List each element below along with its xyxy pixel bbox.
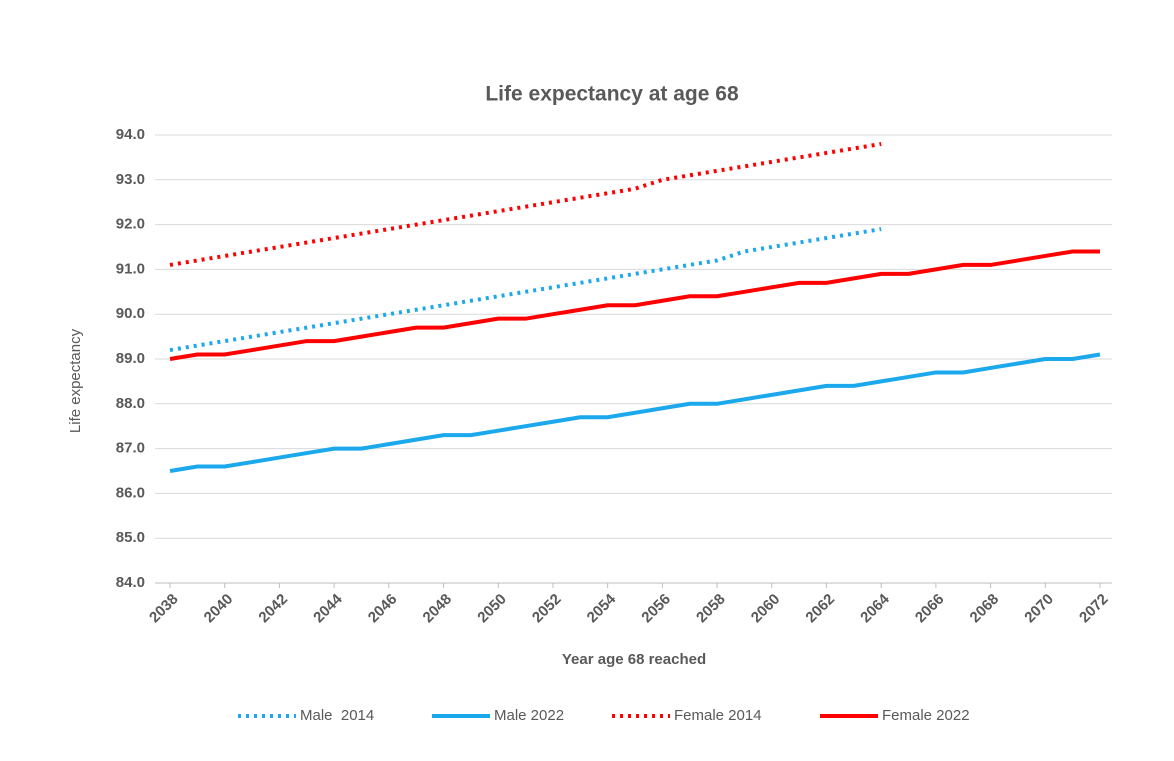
y-tick-label: 91.0 <box>116 260 145 277</box>
y-tick-label: 85.0 <box>116 529 145 546</box>
y-tick-label: 86.0 <box>116 484 145 501</box>
x-tick-label: 2050 <box>474 591 510 627</box>
x-tick-label: 2040 <box>201 591 237 627</box>
chart-title: Life expectancy at age 68 <box>485 83 739 106</box>
x-tick-label: 2062 <box>802 591 838 627</box>
x-axis-title: Year age 68 reached <box>562 651 706 668</box>
x-tick-label: 2070 <box>1021 591 1057 627</box>
y-tick-label: 89.0 <box>116 350 145 367</box>
y-tick-label: 84.0 <box>116 574 145 591</box>
y-axis-title: Life expectancy <box>67 328 84 433</box>
x-tick-label: 2058 <box>693 591 729 627</box>
x-tick-label: 2060 <box>748 591 784 627</box>
legend-label: Female 2014 <box>674 707 762 724</box>
x-tick-label: 2052 <box>529 591 565 627</box>
series-line <box>169 352 1101 473</box>
x-tick-label: 2054 <box>584 590 620 626</box>
y-tick-label: 90.0 <box>116 305 145 322</box>
y-tick-label: 93.0 <box>116 171 145 188</box>
series-line <box>169 249 1100 361</box>
x-tick-label: 2072 <box>1076 591 1112 627</box>
y-tick-label: 87.0 <box>116 440 145 457</box>
legend-label: Male 2014 <box>300 707 374 724</box>
x-tick-label: 2068 <box>967 591 1003 627</box>
x-tick-label: 2048 <box>420 591 456 627</box>
series-line <box>169 227 882 353</box>
legend-label: Female 2022 <box>882 707 970 724</box>
x-tick-label: 2066 <box>912 591 948 627</box>
y-tick-label: 92.0 <box>116 216 145 233</box>
y-tick-label: 94.0 <box>116 126 145 143</box>
x-tick-label: 2042 <box>255 591 291 627</box>
x-tick-label: 2038 <box>146 591 182 627</box>
series-line <box>169 141 882 267</box>
x-tick-label: 2056 <box>638 591 674 627</box>
x-tick-label: 2064 <box>857 590 893 626</box>
x-tick-label: 2044 <box>310 590 346 626</box>
legend-label: Male 2022 <box>494 707 564 724</box>
y-tick-label: 88.0 <box>116 395 145 412</box>
x-tick-label: 2046 <box>365 591 401 627</box>
